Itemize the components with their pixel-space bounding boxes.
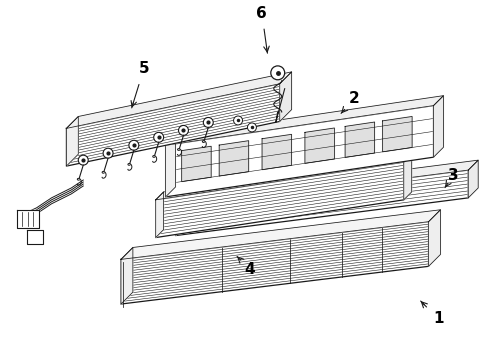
Circle shape (271, 66, 285, 80)
Circle shape (247, 123, 256, 132)
Polygon shape (166, 105, 434, 197)
Circle shape (392, 192, 397, 197)
Text: 6: 6 (256, 6, 268, 53)
Text: 1: 1 (420, 301, 444, 327)
Polygon shape (345, 122, 374, 157)
Polygon shape (66, 117, 78, 166)
Polygon shape (175, 160, 478, 208)
Circle shape (203, 117, 213, 127)
Circle shape (334, 200, 339, 205)
Polygon shape (305, 128, 334, 163)
Polygon shape (280, 72, 292, 121)
Text: 3: 3 (445, 167, 459, 188)
Polygon shape (429, 210, 441, 266)
Circle shape (78, 155, 88, 165)
Polygon shape (166, 96, 443, 145)
Circle shape (261, 209, 266, 214)
Polygon shape (66, 72, 292, 129)
Polygon shape (66, 84, 280, 166)
Polygon shape (182, 146, 211, 181)
Polygon shape (166, 135, 175, 197)
Polygon shape (121, 210, 441, 260)
Circle shape (178, 125, 189, 135)
Text: 2: 2 (341, 91, 360, 113)
Circle shape (234, 116, 243, 125)
Polygon shape (434, 96, 443, 157)
Polygon shape (383, 117, 412, 152)
Circle shape (129, 140, 139, 150)
Polygon shape (175, 170, 468, 235)
Polygon shape (219, 141, 248, 176)
Polygon shape (121, 247, 133, 304)
Polygon shape (156, 192, 164, 238)
Text: 5: 5 (132, 61, 149, 108)
Polygon shape (262, 134, 292, 170)
Polygon shape (156, 162, 404, 238)
Circle shape (103, 148, 113, 158)
Polygon shape (404, 154, 412, 200)
Text: 4: 4 (237, 256, 255, 277)
Polygon shape (156, 154, 412, 200)
Polygon shape (175, 198, 185, 235)
Polygon shape (468, 160, 478, 198)
Polygon shape (17, 210, 39, 228)
Polygon shape (26, 230, 43, 243)
Polygon shape (121, 222, 429, 304)
Circle shape (154, 132, 164, 142)
